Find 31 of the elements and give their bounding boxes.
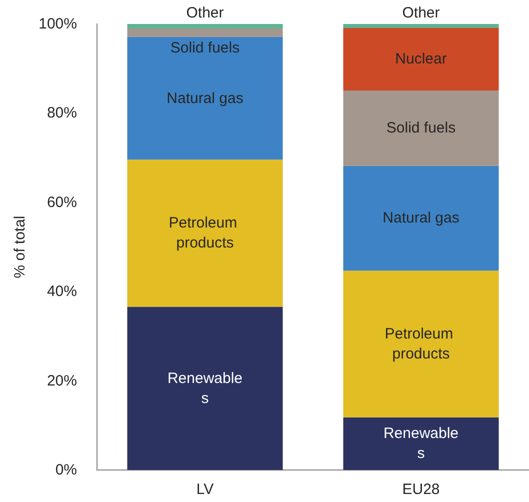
series-label: Petroleum products	[168, 214, 242, 252]
x-tick-label: EU28	[402, 481, 440, 498]
bar	[343, 24, 499, 28]
y-tick-label: 0%	[55, 462, 77, 478]
bar	[127, 24, 283, 28]
series-label: Other	[186, 4, 224, 22]
text: Petroleum products	[384, 326, 454, 363]
y-tick-label: 40%	[46, 283, 77, 300]
text: Solid fuels	[386, 120, 456, 137]
bar	[343, 166, 499, 271]
series-label: Renewables	[383, 425, 459, 462]
bar	[343, 28, 499, 90]
x-tick-label: LV	[196, 481, 214, 498]
y-axis-title: % of total	[12, 216, 29, 278]
y-tick-label: 100%	[38, 16, 77, 32]
series-label: Natural gas	[166, 90, 244, 107]
bar	[343, 90, 499, 166]
text: Other	[402, 4, 440, 22]
bar	[343, 417, 499, 470]
y-tick-label: 80%	[46, 104, 77, 122]
y-tick-label: 20%	[46, 372, 77, 390]
text: Natural gas	[382, 210, 460, 227]
bar	[343, 270, 499, 418]
series-label: Nuclear	[395, 50, 447, 68]
bar	[127, 306, 283, 470]
series-label: Solid fuels	[170, 39, 240, 56]
text: Renewables	[167, 370, 243, 407]
bar	[127, 28, 283, 37]
bar	[127, 160, 283, 307]
y-tick-label: 60%	[46, 194, 77, 211]
bar	[127, 36, 283, 160]
